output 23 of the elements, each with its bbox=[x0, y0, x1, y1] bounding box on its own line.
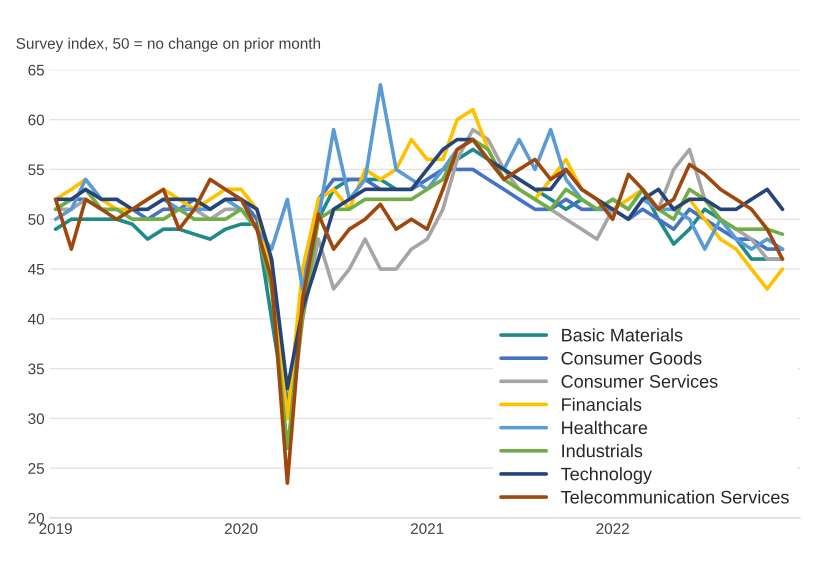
y-tick-label: 50 bbox=[28, 214, 44, 225]
x-tick-label: 2021 bbox=[410, 523, 444, 534]
y-tick-label: 20 bbox=[28, 512, 44, 524]
y-tick-label: 25 bbox=[28, 463, 44, 474]
legend-label: Basic Materials bbox=[562, 328, 682, 342]
y-axis-title: Survey index, 50 = no change on prior month bbox=[16, 38, 320, 52]
legend-label: Healthcare bbox=[562, 420, 648, 434]
y-tick-label: 45 bbox=[28, 264, 44, 275]
legend-label: Telecommunication Services bbox=[561, 490, 789, 504]
legend-label: Consumer Goods bbox=[562, 351, 702, 365]
legend-label: Consumer Services bbox=[562, 374, 718, 388]
y-tick-label: 30 bbox=[28, 413, 44, 424]
y-tick-label: 35 bbox=[28, 363, 44, 374]
y-tick-label: 65 bbox=[28, 64, 44, 76]
y-tick-label: 55 bbox=[28, 164, 44, 176]
legend-label: Industrials bbox=[562, 444, 642, 458]
y-tick-label: 40 bbox=[28, 314, 44, 324]
x-tick-label: 2022 bbox=[596, 523, 629, 534]
x-tick-label: 2019 bbox=[39, 523, 72, 534]
legend-label: Financials bbox=[562, 398, 642, 411]
legend-label: Technology bbox=[561, 467, 652, 484]
x-tick-label: 2020 bbox=[224, 523, 258, 534]
y-tick-label: 60 bbox=[28, 114, 44, 126]
